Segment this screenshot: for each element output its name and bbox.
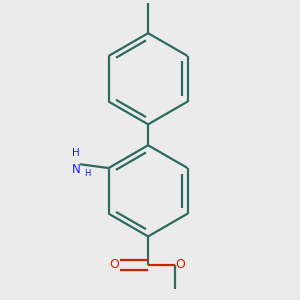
Text: H: H bbox=[84, 169, 91, 178]
Text: O: O bbox=[176, 258, 185, 272]
Text: H: H bbox=[72, 148, 80, 158]
Text: N: N bbox=[72, 163, 81, 176]
Text: O: O bbox=[109, 258, 119, 272]
